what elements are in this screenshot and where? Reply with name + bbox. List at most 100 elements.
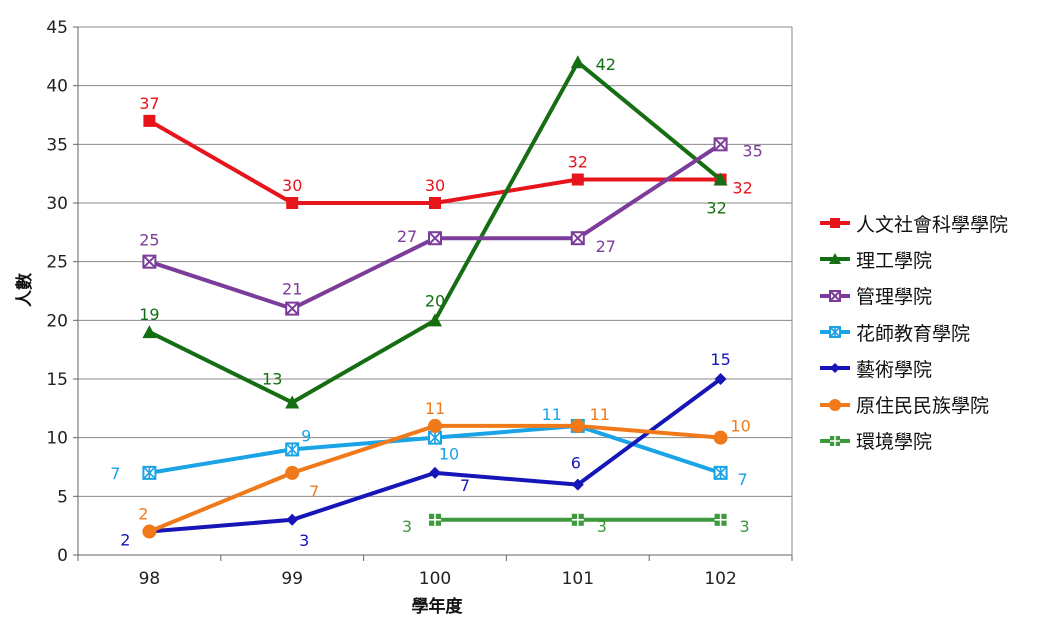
y-axis-title: 人數 <box>14 273 35 307</box>
y-tick-label: 45 <box>46 18 68 38</box>
marker-diamond <box>571 478 584 491</box>
series-4 <box>143 373 727 538</box>
data-label: 27 <box>596 237 616 256</box>
data-label: 2 <box>120 531 130 550</box>
marker-x-cross <box>571 231 585 245</box>
legend-item: 理工學院 <box>818 241 1008 277</box>
y-tick-label: 15 <box>46 370 68 390</box>
marker-circle <box>570 418 585 433</box>
y-tick-label: 10 <box>46 429 68 449</box>
legend-label: 管理學院 <box>856 286 933 309</box>
data-label: 6 <box>571 454 581 473</box>
x-tick-label: 100 <box>419 569 451 589</box>
marker-diamond <box>429 466 441 479</box>
marker-star-lines <box>714 466 728 480</box>
legend-label: 花師教育學院 <box>856 322 971 345</box>
data-label: 11 <box>425 399 445 418</box>
series-5 <box>142 418 728 539</box>
marker-square <box>143 114 156 127</box>
legend-item: 管理學院 <box>818 278 1008 314</box>
marker-star-lines <box>829 326 841 338</box>
marker-star-lines <box>142 466 156 480</box>
marker-star-lines <box>428 431 442 445</box>
marker-triangle <box>570 55 585 69</box>
marker-diamond <box>830 363 840 374</box>
marker-triangle <box>142 325 157 339</box>
data-label: 30 <box>282 176 302 195</box>
marker-diamond <box>286 513 299 526</box>
data-label: 7 <box>738 470 748 489</box>
legend-item: 人文社會科學學院 <box>818 205 1008 241</box>
legend-swatch <box>820 218 850 229</box>
data-label: 42 <box>596 55 616 74</box>
y-tick-label: 30 <box>46 194 68 214</box>
data-label: 19 <box>139 305 159 324</box>
legend-label: 理工學院 <box>856 249 933 272</box>
series-6 <box>429 513 727 526</box>
marker-plus-lines <box>571 513 584 526</box>
x-tick-label: 99 <box>281 569 303 589</box>
data-label: 32 <box>732 179 752 198</box>
data-label: 15 <box>710 350 730 369</box>
data-label: 37 <box>139 94 159 113</box>
data-label: 11 <box>542 405 562 424</box>
marker-triangle <box>713 172 728 186</box>
data-label: 27 <box>397 227 417 246</box>
x-tick-label: 102 <box>704 569 736 589</box>
data-label: 7 <box>110 464 120 483</box>
legend-label: 藝術學院 <box>856 358 933 381</box>
data-label: 13 <box>262 369 282 388</box>
legend-item: 藝術學院 <box>818 350 1008 386</box>
data-label: 30 <box>425 176 445 195</box>
legend-swatch <box>820 398 850 411</box>
x-tick-label: 101 <box>562 569 594 589</box>
data-label: 32 <box>706 199 726 218</box>
legend-swatch <box>820 435 850 446</box>
y-tick-label: 20 <box>46 311 68 331</box>
marker-diamond <box>714 373 727 385</box>
marker-plus-lines <box>429 513 441 526</box>
legend-item: 環境學院 <box>818 423 1008 459</box>
y-tick-label: 40 <box>46 77 68 97</box>
y-tick-label: 25 <box>46 253 68 273</box>
y-tick-label: 35 <box>46 135 68 155</box>
marker-x-cross <box>142 254 157 269</box>
marker-square <box>571 173 584 186</box>
data-label: 9 <box>301 426 311 445</box>
legend-swatch <box>820 326 850 339</box>
marker-square <box>286 197 299 209</box>
y-tick-label: 0 <box>57 546 68 566</box>
data-label: 35 <box>742 141 762 160</box>
x-axis-title: 學年度 <box>412 596 464 617</box>
marker-x-cross <box>713 137 728 152</box>
marker-square <box>429 197 441 209</box>
legend-label: 環境學院 <box>856 431 933 454</box>
data-label: 3 <box>402 517 412 536</box>
chart-legend: 人文社會科學學院 理工學院 管理學院 花師教育學院 藝術學院 原住民民族學院 環境學院 <box>818 205 1008 459</box>
series-1 <box>142 55 728 409</box>
marker-circle <box>285 465 300 480</box>
x-tick-label: 98 <box>139 569 161 589</box>
marker-circle <box>428 418 442 433</box>
marker-triangle <box>829 253 841 265</box>
marker-plus-lines <box>714 513 727 526</box>
series-lines <box>142 55 728 539</box>
legend-item: 花師教育學院 <box>818 314 1008 350</box>
data-label: 3 <box>740 517 750 536</box>
data-label: 21 <box>282 280 302 299</box>
legend-swatch <box>820 253 850 265</box>
marker-triangle <box>285 395 300 409</box>
series-2 <box>142 137 728 316</box>
data-label: 7 <box>309 482 319 501</box>
data-label: 10 <box>439 445 459 464</box>
legend-label: 人文社會科學學院 <box>856 213 1009 236</box>
legend-swatch <box>820 363 850 374</box>
marker-x-cross <box>829 290 841 302</box>
data-label: 3 <box>597 517 607 536</box>
marker-plus-lines <box>830 435 840 446</box>
marker-x-cross <box>285 301 299 316</box>
marker-star-lines <box>285 442 299 456</box>
data-label: 20 <box>425 291 445 310</box>
